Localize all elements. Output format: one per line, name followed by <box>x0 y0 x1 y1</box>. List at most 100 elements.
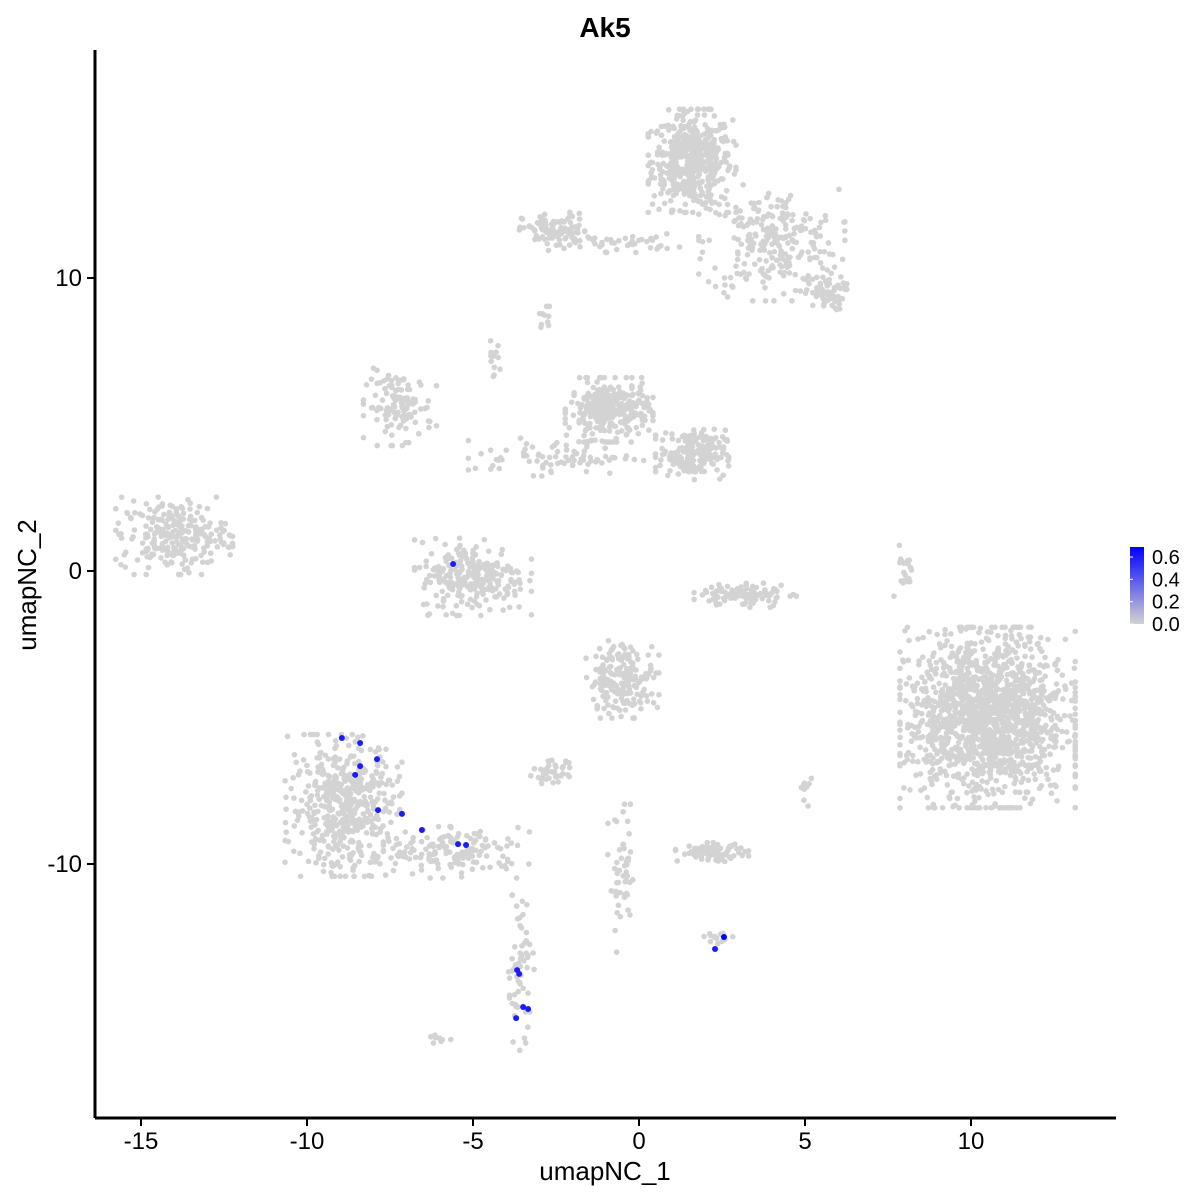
cell-point <box>291 751 298 758</box>
cell-point <box>690 168 696 175</box>
cell-point <box>1038 708 1045 714</box>
cell-point <box>725 152 731 158</box>
cell-point <box>554 460 561 467</box>
cell-point <box>214 544 221 550</box>
cell-point <box>793 593 800 599</box>
cell-point <box>353 787 359 794</box>
cell-point <box>627 644 634 650</box>
cell-point <box>755 208 761 215</box>
cell-point <box>380 823 386 829</box>
cell-point <box>544 240 551 247</box>
cell-point <box>817 289 823 296</box>
cell-point <box>710 839 716 846</box>
cell-point <box>1005 804 1011 811</box>
cell-point <box>647 662 654 669</box>
cell-point <box>383 746 389 753</box>
points-layer <box>112 106 1079 1054</box>
cell-point <box>536 236 542 242</box>
cell-point <box>774 588 780 595</box>
cell-point <box>604 657 610 664</box>
cell-point <box>606 710 612 717</box>
cell-point <box>528 588 535 595</box>
cell-point <box>706 447 712 454</box>
cell-point <box>130 534 136 540</box>
cell-point <box>1023 712 1029 719</box>
cell-point <box>472 837 479 844</box>
cell-point <box>566 424 573 431</box>
cell-point <box>620 654 626 661</box>
cell-point <box>914 695 921 702</box>
cell-point <box>903 752 910 759</box>
cell-point <box>1008 690 1015 697</box>
cell-point <box>1032 753 1039 760</box>
cell-point <box>143 501 150 507</box>
cell-point <box>920 654 926 660</box>
cell-point <box>538 780 545 787</box>
cell-point <box>725 463 732 469</box>
cell-point <box>1022 653 1028 660</box>
cell-point <box>562 420 569 427</box>
cell-point <box>112 505 119 512</box>
cell-point <box>524 1024 531 1030</box>
cell-point <box>1034 698 1041 704</box>
cell-point <box>996 749 1003 756</box>
cell-point <box>695 271 702 277</box>
cell-point <box>470 547 477 554</box>
cell-point <box>680 108 687 114</box>
cell-point <box>386 838 392 845</box>
cell-point <box>478 583 485 590</box>
cell-point <box>1009 748 1016 754</box>
cell-point <box>464 601 471 608</box>
cell-point <box>1026 736 1032 743</box>
cell-point <box>377 860 383 867</box>
cell-point <box>611 865 618 872</box>
cell-point <box>526 829 533 835</box>
cell-point <box>164 550 171 556</box>
cell-point <box>314 739 321 745</box>
cell-point <box>381 790 387 797</box>
cell-point <box>1061 712 1068 719</box>
cell-point <box>568 399 575 406</box>
cell-point <box>427 875 434 881</box>
cell-point <box>605 820 611 827</box>
cell-point <box>627 659 634 665</box>
cell-point <box>670 162 677 168</box>
cell-point <box>974 772 981 779</box>
cell-point <box>594 702 600 709</box>
cell-point <box>389 384 395 391</box>
cell-point <box>763 258 769 264</box>
cell-point <box>789 217 795 224</box>
cell-point <box>358 824 365 830</box>
cell-point <box>982 722 989 729</box>
cell-point <box>607 669 614 676</box>
cell-point <box>325 851 331 857</box>
cell-point <box>716 211 723 218</box>
cell-point <box>467 586 474 592</box>
cell-point <box>1012 789 1019 795</box>
cell-point <box>682 152 689 159</box>
cell-point <box>901 785 907 791</box>
cell-point <box>1008 627 1014 634</box>
cell-point <box>988 804 995 811</box>
cell-point <box>188 560 195 566</box>
cell-point <box>747 604 753 611</box>
cell-point <box>667 168 673 174</box>
cell-point <box>168 559 174 565</box>
cell-point <box>575 400 581 407</box>
cell-point <box>918 719 924 726</box>
cell-point <box>999 704 1006 711</box>
cell-point <box>337 873 344 880</box>
cell-point <box>405 382 411 388</box>
cell-point <box>627 912 633 918</box>
cell-point <box>937 644 944 651</box>
cell-point <box>514 916 521 922</box>
cell-point <box>691 133 698 140</box>
cell-point <box>606 678 613 685</box>
cell-point <box>656 144 662 151</box>
cell-point <box>316 796 323 803</box>
cell-point <box>1066 738 1072 745</box>
cell-point <box>692 466 699 472</box>
cell-point <box>735 849 742 856</box>
cell-point <box>524 964 530 971</box>
cell-point <box>329 794 336 801</box>
